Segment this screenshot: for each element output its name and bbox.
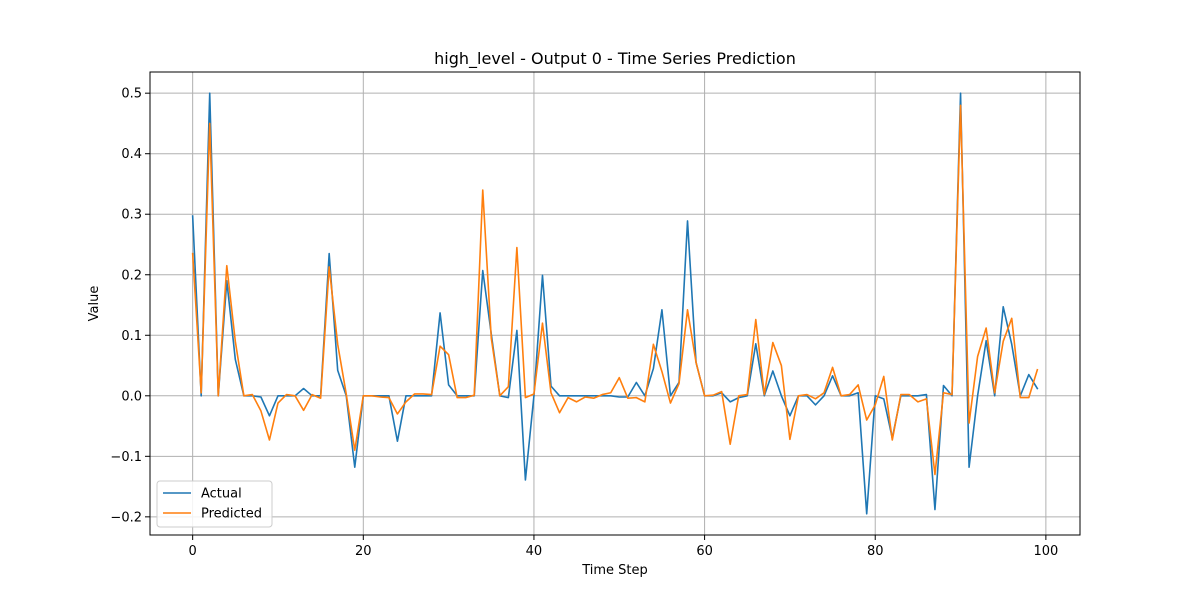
x-tick-label: 60 [696,544,713,559]
tick-layer: 0 20 40 60 80 100 −0.2 −0.1 0.0 0.1 0.2 0.3 0.4 0.5 [110,87,1058,559]
chart-title: high_level - Output 0 - Time Series Pred… [434,49,796,69]
y-tick-label: 0.0 [121,389,142,404]
series-line-predicted [191,104,1039,476]
y-tick-label: −0.2 [110,510,142,525]
x-tick-label: 40 [526,544,543,559]
x-tick-label: 0 [189,544,197,559]
y-tick-label: 0.3 [121,208,142,223]
legend-label-actual: Actual [201,487,242,502]
y-tick-label: 0.5 [121,87,142,102]
legend-label-predicted: Predicted [201,507,262,522]
grid-layer [150,72,1080,535]
x-axis-title: Time Step [581,563,648,578]
legend: Actual Predicted [156,480,273,528]
x-tick-label: 100 [1033,544,1058,559]
x-tick-label: 80 [867,544,884,559]
series-layer [191,92,1039,515]
x-tick-label: 20 [355,544,372,559]
y-tick-label: −0.1 [110,450,142,465]
y-axis-title: Value [87,286,102,322]
y-tick-label: 0.2 [121,268,142,283]
y-tick-label: 0.4 [121,147,142,162]
plot-area-frame [149,71,1081,536]
y-tick-label: 0.1 [121,329,142,344]
